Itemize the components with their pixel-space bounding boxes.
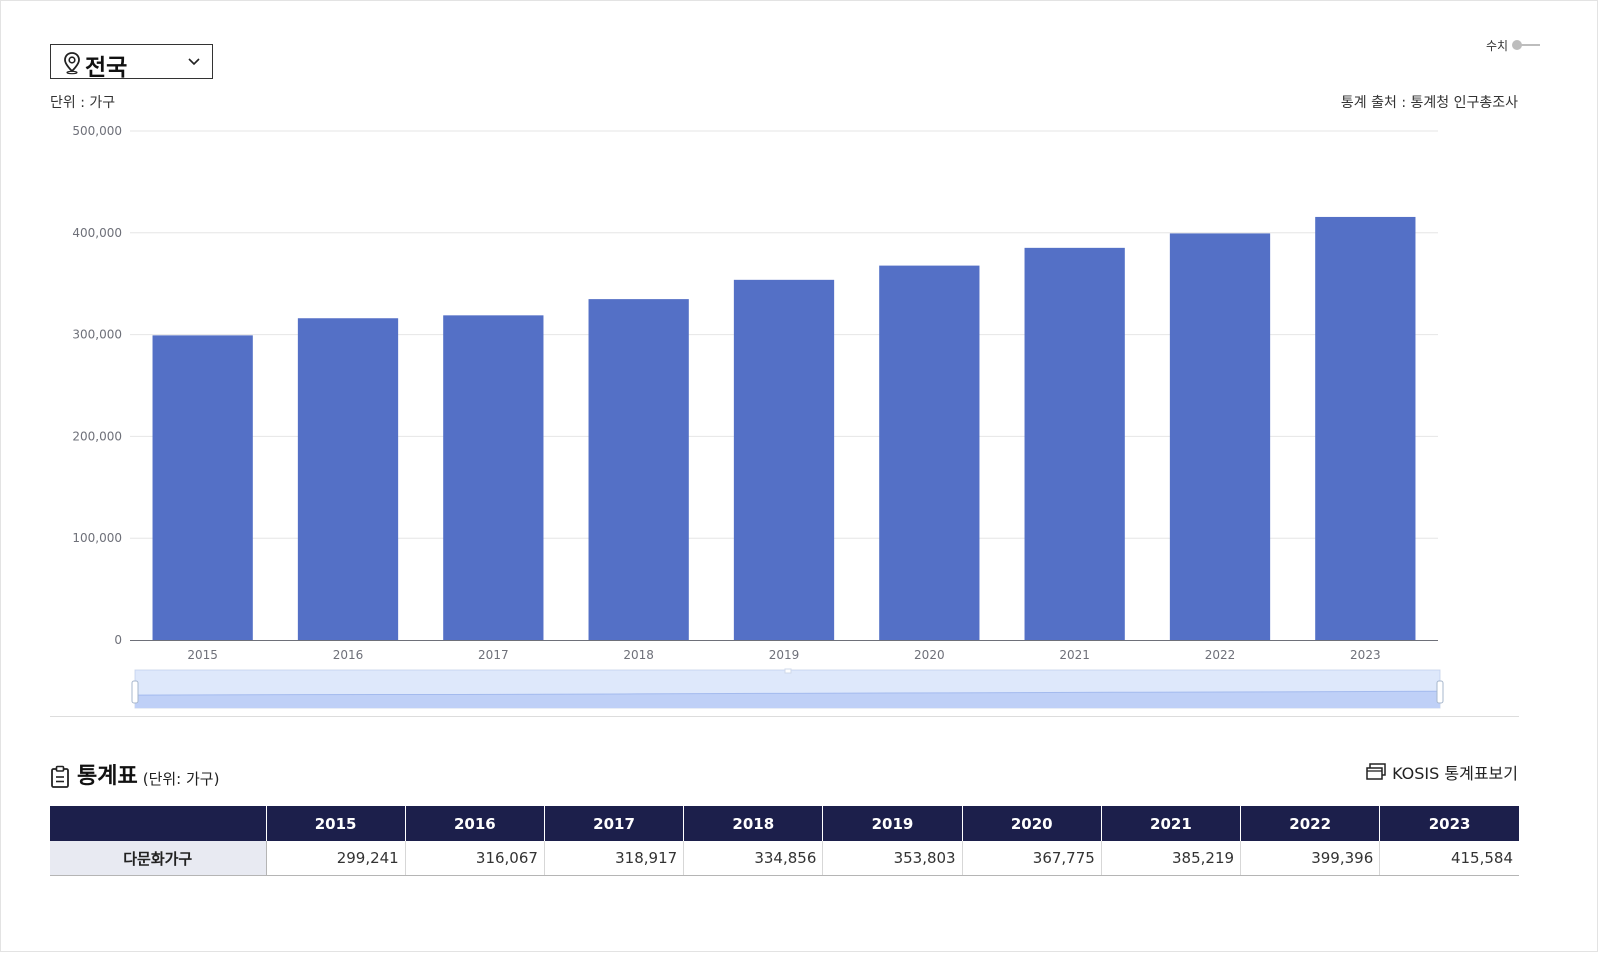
stat-table-title: 통계표 xyxy=(77,764,138,789)
clipboard-icon xyxy=(51,765,69,788)
bar[interactable] xyxy=(1024,247,1125,641)
region-value: 전국 xyxy=(85,55,128,81)
bar[interactable] xyxy=(152,335,253,640)
bars xyxy=(152,216,1416,641)
chart-source-label: 통계 출처 : 통계청 인구총조사 xyxy=(1340,95,1518,111)
y-tick-label: 500,000 xyxy=(72,124,122,138)
section-divider xyxy=(50,716,1519,717)
y-tick-label: 100,000 xyxy=(72,531,122,545)
column-header: 2016 xyxy=(405,806,545,841)
table-cell: 385,219 xyxy=(1101,841,1242,876)
zoom-handle[interactable] xyxy=(131,680,139,704)
kosis-table-link[interactable]: KOSIS 통계표보기 xyxy=(1365,760,1518,784)
table-corner-cell xyxy=(50,806,267,841)
bar[interactable] xyxy=(297,318,399,640)
table-cell: 353,803 xyxy=(822,841,963,876)
x-tick-label: 2017 xyxy=(478,648,509,662)
table-cell: 334,856 xyxy=(683,841,824,876)
toggle-track xyxy=(1512,40,1541,50)
column-header: 2018 xyxy=(683,806,824,841)
stat-table-header: 통계표 (단위: 가구) xyxy=(50,765,219,789)
table-cell: 299,241 xyxy=(266,841,406,876)
zoom-move-handle[interactable] xyxy=(784,668,792,674)
region-dropdown[interactable]: 전국 xyxy=(50,44,213,81)
toggle-label: 수치 xyxy=(1486,38,1509,53)
x-tick-label: 2019 xyxy=(769,648,800,662)
y-tick-label: 0 xyxy=(114,633,122,647)
stat-table-unit: (단위: 가구) xyxy=(142,770,220,788)
location-pin-icon xyxy=(64,52,80,75)
x-tick-label: 2018 xyxy=(623,648,654,662)
column-header: 2019 xyxy=(822,806,963,841)
chevron-down-icon xyxy=(188,58,200,66)
table-cell: 316,067 xyxy=(405,841,545,876)
column-header: 2015 xyxy=(266,806,406,841)
zoom-slider[interactable] xyxy=(131,668,1444,709)
column-header: 2020 xyxy=(962,806,1102,841)
bar[interactable] xyxy=(588,299,689,640)
column-header: 2017 xyxy=(544,806,685,841)
row-header: 다문화가구 xyxy=(50,841,267,876)
table-cell: 415,584 xyxy=(1379,841,1519,876)
table-cell: 318,917 xyxy=(544,841,685,876)
table-header-row: 2015 2016 2017 2018 2019 2020 2021 2022 … xyxy=(50,806,1519,841)
table-row: 다문화가구 299,241 316,067 318,917 334,856 35… xyxy=(50,841,1519,876)
window-icon xyxy=(1366,763,1386,780)
value-label-toggle[interactable]: 수치 xyxy=(1486,36,1541,54)
kosis-link-label: KOSIS 통계표보기 xyxy=(1392,764,1518,783)
column-header: 2021 xyxy=(1101,806,1242,841)
stat-table: 2015 2016 2017 2018 2019 2020 2021 2022 … xyxy=(50,806,1519,876)
zoom-window[interactable] xyxy=(135,670,1440,708)
bar[interactable] xyxy=(1169,233,1271,641)
y-axis-ticks: 0 100,000 200,000 300,000 400,000 500,000 xyxy=(72,124,122,647)
table-cell: 367,775 xyxy=(962,841,1102,876)
x-tick-label: 2016 xyxy=(333,648,364,662)
y-tick-label: 200,000 xyxy=(72,429,122,443)
bar[interactable] xyxy=(443,315,544,640)
table-cell: 399,396 xyxy=(1240,841,1381,876)
x-tick-label: 2020 xyxy=(914,648,945,662)
y-tick-label: 400,000 xyxy=(72,226,122,240)
zoom-preview-area xyxy=(135,691,1440,708)
bar[interactable] xyxy=(879,265,980,640)
bar[interactable] xyxy=(1315,216,1416,640)
y-tick-label: 300,000 xyxy=(72,328,122,342)
column-header: 2023 xyxy=(1379,806,1519,841)
x-tick-label: 2023 xyxy=(1350,648,1381,662)
toggle-knob xyxy=(1512,40,1523,50)
zoom-preview-line xyxy=(134,690,1441,696)
x-axis: 2015 2016 2017 2018 2019 2020 2021 2022 2023 xyxy=(130,640,1438,662)
column-header: 2022 xyxy=(1240,806,1381,841)
x-tick-label: 2021 xyxy=(1059,648,1090,662)
zoom-handle[interactable] xyxy=(1436,680,1444,704)
chart-unit-label: 단위 : 가구 xyxy=(50,95,116,111)
x-tick-label: 2022 xyxy=(1205,648,1236,662)
x-tick-label: 2015 xyxy=(187,648,218,662)
bar-chart: 0 100,000 200,000 300,000 400,000 500,000 201… xyxy=(72,124,1444,709)
bar[interactable] xyxy=(733,279,835,640)
